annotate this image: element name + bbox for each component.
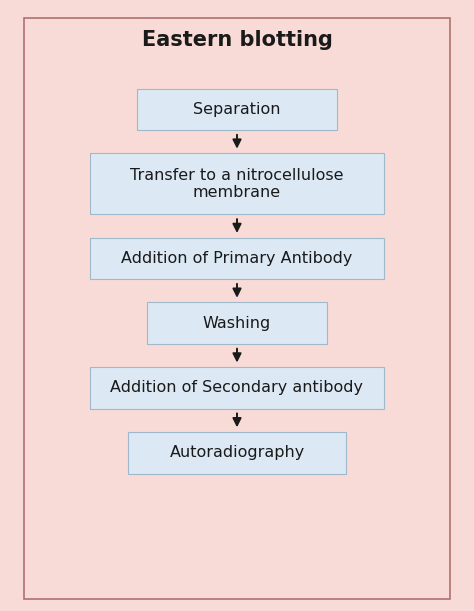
Text: Addition of Secondary antibody: Addition of Secondary antibody bbox=[110, 381, 364, 395]
Text: Separation: Separation bbox=[193, 102, 281, 117]
FancyBboxPatch shape bbox=[137, 89, 337, 130]
FancyBboxPatch shape bbox=[90, 367, 384, 409]
FancyBboxPatch shape bbox=[90, 238, 384, 279]
FancyBboxPatch shape bbox=[90, 153, 384, 214]
Text: Eastern blotting: Eastern blotting bbox=[142, 30, 332, 49]
FancyBboxPatch shape bbox=[128, 432, 346, 474]
Text: Autoradiography: Autoradiography bbox=[169, 445, 305, 460]
Text: Transfer to a nitrocellulose
membrane: Transfer to a nitrocellulose membrane bbox=[130, 167, 344, 200]
Text: Addition of Primary Antibody: Addition of Primary Antibody bbox=[121, 251, 353, 266]
Text: Washing: Washing bbox=[203, 316, 271, 331]
FancyBboxPatch shape bbox=[147, 302, 327, 344]
